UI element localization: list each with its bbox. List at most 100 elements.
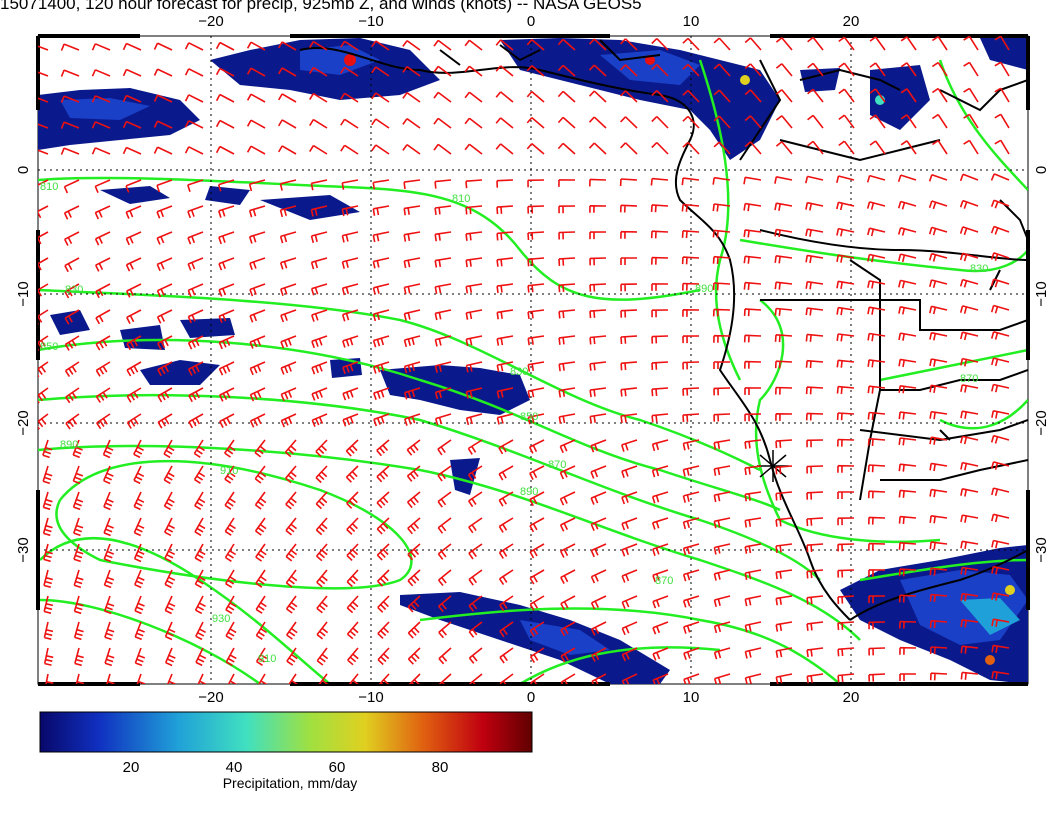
- wind-barb: [164, 621, 176, 641]
- wind-barb: [867, 253, 886, 263]
- wind-barb: [372, 335, 390, 348]
- wind-barb: [38, 45, 49, 51]
- wind-barb: [589, 335, 607, 345]
- wind-barb: [806, 465, 824, 474]
- wind-barb: [990, 331, 1010, 340]
- wind-barb: [437, 439, 452, 456]
- wind-barb: [713, 361, 730, 369]
- wind-barb: [681, 256, 700, 265]
- wind-barb: [103, 543, 114, 563]
- wind-barb: [187, 231, 204, 245]
- wind-barb: [775, 673, 793, 684]
- wind-barb: [126, 335, 142, 351]
- wind-barb: [806, 439, 824, 448]
- wind-barb: [280, 387, 297, 402]
- wind-barb: [316, 647, 329, 666]
- wind-barb: [340, 92, 359, 103]
- wind-barb: [806, 569, 824, 579]
- wind-barb: [74, 647, 84, 667]
- wind-barb: [499, 595, 514, 612]
- wind-barb: [990, 252, 1010, 262]
- wind-barb: [403, 387, 421, 400]
- wind-barb: [805, 333, 824, 342]
- wind-barb: [60, 121, 80, 129]
- wind-barb: [284, 439, 297, 458]
- wind-barb: [372, 205, 390, 216]
- wind-barb: [867, 332, 886, 342]
- wind-barb: [499, 673, 514, 684]
- wind-barb: [558, 231, 576, 240]
- map-title: 15071400, 120 hour forecast for precip, …: [0, 0, 642, 13]
- wind-barb: [775, 386, 793, 395]
- wind-barb: [156, 257, 173, 272]
- wind-barb: [60, 147, 80, 155]
- wind-barb: [713, 595, 731, 607]
- wind-barb: [836, 254, 855, 263]
- wind-barb: [806, 491, 824, 500]
- wind-barb: [712, 282, 731, 291]
- wind-barb: [621, 439, 638, 452]
- lon-tick-label: 10: [683, 689, 700, 706]
- wind-barb: [589, 257, 607, 266]
- wind-barb: [806, 517, 824, 527]
- wind-barb: [342, 335, 359, 348]
- wind-barb: [619, 178, 638, 187]
- wind-barb: [249, 283, 266, 297]
- wind-barb: [528, 439, 545, 454]
- wind-barb: [125, 283, 142, 298]
- wind-barb: [498, 439, 514, 455]
- wind-barb: [620, 90, 638, 103]
- wind-barb: [836, 306, 855, 316]
- wind-barb: [651, 465, 669, 478]
- wind-barb: [215, 41, 235, 51]
- contour-label: 850: [520, 411, 538, 423]
- wind-barb: [960, 645, 979, 654]
- wind-barb: [278, 67, 297, 77]
- wind-barb: [743, 281, 762, 290]
- wind-barb: [38, 71, 49, 77]
- wind-barb: [310, 283, 328, 296]
- wind-barb: [438, 621, 452, 639]
- wind-barb: [225, 569, 237, 588]
- wind-barb: [527, 309, 545, 320]
- wind-barb: [402, 118, 421, 129]
- wind-barb: [929, 331, 948, 341]
- wind-barb: [588, 116, 607, 129]
- wind-barb: [246, 67, 266, 77]
- wind-barb: [403, 179, 421, 190]
- wind-barb: [280, 413, 297, 428]
- lon-tick-label: 0: [527, 13, 535, 30]
- wind-barb: [588, 38, 607, 51]
- wind-barb: [990, 225, 1010, 235]
- wind-barb: [837, 491, 854, 499]
- wind-barb: [620, 142, 638, 155]
- wind-barb: [133, 543, 145, 563]
- wind-barb: [682, 595, 700, 608]
- wind-barb: [376, 517, 390, 535]
- wind-barb: [682, 413, 700, 423]
- wind-barb: [651, 38, 669, 51]
- wind-barb: [527, 387, 545, 399]
- wind-barb: [406, 491, 421, 509]
- wind-barb: [621, 543, 638, 557]
- wind-barb: [775, 141, 793, 155]
- wind-barb: [558, 335, 576, 345]
- wind-barb: [371, 144, 390, 155]
- wind-barb: [156, 283, 173, 298]
- wind-barb: [744, 621, 762, 633]
- wind-barb: [103, 491, 114, 511]
- wind-barb: [126, 361, 142, 377]
- wind-barb: [371, 66, 390, 77]
- wind-barb: [316, 569, 328, 588]
- wind-barb: [898, 358, 917, 368]
- wind-barb: [311, 413, 328, 428]
- wind-barb: [529, 569, 545, 585]
- wind-barb: [775, 543, 793, 554]
- wind-barb: [218, 231, 235, 245]
- wind-barb: [341, 309, 359, 322]
- wind-barb: [407, 647, 421, 665]
- wind-barb: [929, 646, 948, 655]
- contour-label: 930: [212, 613, 230, 625]
- lat-tick-label: 0: [1033, 166, 1050, 174]
- wind-barb: [898, 253, 917, 263]
